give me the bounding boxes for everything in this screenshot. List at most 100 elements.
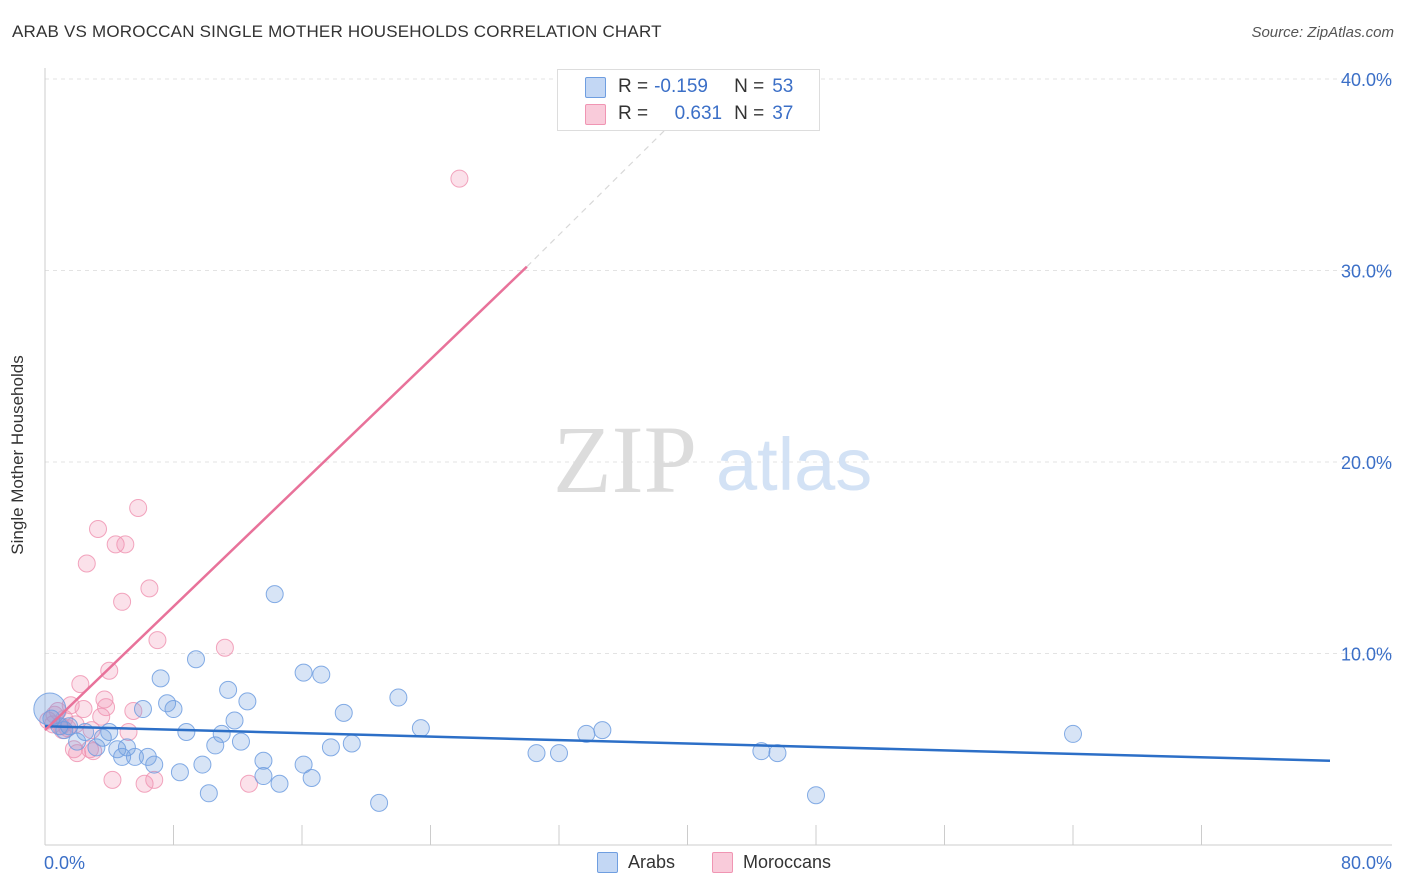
arabs-point-17 [151, 669, 170, 688]
arabs-r-value: -0.159 [654, 76, 708, 97]
moroccans-point-11 [77, 554, 96, 573]
moroccans-point-29 [148, 631, 167, 650]
arabs-point-39 [321, 738, 340, 757]
chart-title: ARAB VS MOROCCAN SINGLE MOTHER HOUSEHOLD… [12, 22, 662, 41]
x-tick-labels: 0.0% 80.0% [44, 853, 1392, 873]
arabs-point-32 [254, 767, 273, 786]
arabs-point-37 [302, 768, 321, 787]
arabs-n-label: N = [734, 76, 765, 97]
arabs-point-28 [225, 711, 244, 730]
moroccans-r-label: R = [618, 103, 649, 124]
moroccans-point-27 [140, 579, 159, 598]
arabs-point-41 [342, 734, 361, 753]
arabs-point-34 [270, 774, 289, 793]
moroccans-point-23 [119, 723, 138, 742]
moroccans-trend-line [44, 265, 528, 732]
arabs-point-26 [212, 724, 231, 743]
moroccans-point-14 [89, 520, 108, 539]
moroccans-points [39, 169, 469, 793]
arabs-point-46 [550, 744, 568, 763]
arabs-swatch [585, 76, 606, 98]
correlation-legend: R = -0.159 N = 53 R = 0.631 N = 37 [557, 69, 820, 131]
moroccans-n-value: 37 [772, 103, 794, 124]
arabs-point-38 [312, 665, 331, 684]
arabs-point-23 [193, 755, 212, 774]
arabs-n-value: 53 [772, 76, 794, 97]
moroccans-point-25 [129, 498, 148, 517]
moroccans-point-26 [135, 774, 154, 793]
bottom-arabs-label: Arabs [628, 852, 676, 872]
moroccans-point-17 [97, 698, 116, 717]
moroccans-point-10 [74, 700, 93, 719]
bottom-moroccans-swatch [712, 852, 733, 873]
grid-lines [45, 78, 1392, 654]
moroccans-point-22 [116, 535, 135, 554]
moroccans-point-16 [95, 690, 114, 709]
arabs-point-11 [113, 747, 132, 766]
moroccans-point-19 [103, 770, 122, 789]
arabs-point-48 [593, 721, 612, 740]
arabs-point-30 [238, 692, 257, 711]
moroccans-point-20 [106, 535, 125, 554]
trend-lines [44, 107, 1331, 762]
arabs-point-27 [219, 680, 238, 699]
bottom-moroccans-label: Moroccans [743, 852, 832, 872]
arabs-point-13 [125, 747, 144, 766]
legend-row-moroccans: R = 0.631 N = 37 [585, 102, 793, 126]
arabs-r-label: R = [618, 76, 649, 97]
arabs-point-9 [100, 723, 119, 742]
axes [44, 68, 1392, 846]
moroccans-swatch [585, 103, 606, 125]
arabs-point-20 [170, 763, 189, 782]
arabs-point-36 [294, 663, 313, 682]
arabs-point-29 [231, 732, 250, 751]
arabs-point-14 [133, 700, 152, 719]
arabs-point-50 [768, 744, 787, 763]
arabs-point-19 [164, 700, 183, 719]
arabs-point-40 [334, 703, 353, 722]
bottom-legend-moroccans: Moroccans [712, 852, 831, 873]
arabs-point-49 [752, 742, 771, 761]
source-label: Source: ZipAtlas.com [1251, 24, 1394, 41]
arabs-point-52 [1064, 724, 1082, 743]
moroccans-point-18 [100, 661, 119, 680]
bottom-arabs-swatch [597, 852, 618, 873]
arabs-trend-line [44, 725, 1331, 762]
moroccans-point-30 [215, 638, 234, 657]
arabs-point-16 [145, 755, 164, 774]
arabs-point-24 [199, 784, 218, 803]
x-tick-label-min: 0.0% [44, 853, 85, 873]
moroccans-point-21 [113, 592, 132, 611]
arabs-point-44 [411, 719, 430, 738]
moroccans-n-label: N = [734, 103, 765, 124]
arabs-point-35 [294, 755, 313, 774]
moroccans-point-15 [92, 707, 111, 726]
moroccans-point-9 [71, 675, 90, 694]
moroccans-trend-extension [526, 107, 688, 268]
arabs-point-51 [807, 786, 825, 805]
bottom-legend-arabs: Arabs [597, 852, 675, 873]
arabs-point-45 [527, 744, 546, 763]
moroccans-point-31 [239, 774, 258, 793]
y-axis-label: Single Mother Households [8, 355, 27, 555]
y-tick-label-30: 30.0% [1341, 262, 1392, 282]
watermark-zip: ZIP [553, 406, 697, 513]
y-tick-label-20: 20.0% [1341, 453, 1392, 473]
x-tick-label-max: 80.0% [1341, 853, 1392, 873]
y-tick-label-10: 10.0% [1341, 645, 1392, 665]
arabs-points [33, 585, 1082, 812]
moroccans-point-28 [145, 770, 164, 789]
arabs-point-31 [254, 751, 273, 770]
arabs-point-25 [206, 736, 225, 755]
moroccans-r-value: 0.631 [674, 103, 723, 124]
y-tick-labels: 10.0% 20.0% 30.0% 40.0% [1341, 70, 1392, 665]
arabs-point-33 [265, 585, 284, 604]
arabs-point-7 [87, 738, 106, 757]
y-tick-label-40: 40.0% [1341, 70, 1392, 90]
arabs-point-42 [370, 793, 389, 812]
arabs-point-43 [389, 688, 408, 707]
legend-row-arabs: R = -0.159 N = 53 [585, 75, 793, 99]
arabs-point-15 [138, 747, 157, 766]
moroccans-point-32 [450, 169, 469, 188]
